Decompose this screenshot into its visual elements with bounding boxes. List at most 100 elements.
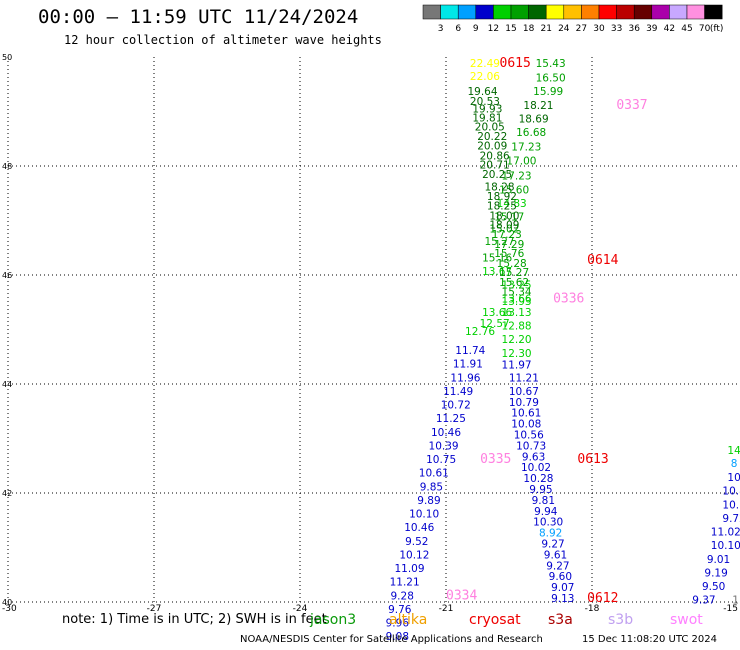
wave-height-label: 18.21	[523, 100, 553, 112]
y-tick-label: 44	[2, 380, 12, 389]
x-tick-label: -21	[439, 604, 454, 614]
wave-height-label: 17.00	[506, 155, 536, 167]
wave-height-label: 1	[732, 595, 739, 607]
grid-lines	[7, 57, 738, 603]
wave-height-label: 13.66	[482, 307, 512, 319]
wave-height-label: 12.76	[465, 326, 495, 338]
wave-height-label: 15.02	[489, 223, 519, 235]
wave-height-label: 9.60	[549, 571, 572, 583]
pass-time-label: 0334	[446, 588, 477, 603]
wave-height-label: 9.01	[707, 554, 730, 566]
altimeter-tracks: 15.4316.5015.9918.2118.6916.6817.2317.00…	[386, 58, 740, 643]
color-scale-legend: 3 6 9 12 15 18 21 24 27 30 33 36 39 42 45 70 (ft)	[422, 4, 724, 34]
color-swatch	[475, 4, 494, 20]
satellite-legend-item: jason3	[310, 612, 357, 628]
wave-height-label: 9.81	[532, 495, 555, 507]
wave-height-label: 18.28	[485, 182, 515, 194]
credit-line: NOAA/NESDIS Center for Satellite Applica…	[240, 634, 543, 645]
wave-height-label: 20.25	[482, 169, 512, 181]
wave-height-label: 12.20	[502, 334, 532, 346]
unit-label: (ft)	[710, 24, 724, 34]
y-tick-label: 50	[2, 53, 12, 62]
color-scale-label: 39	[646, 24, 658, 34]
wave-height-label: 18.92	[487, 191, 517, 203]
color-scale-label: 27	[576, 24, 587, 34]
axis-ticks: -30 -27 -24 -21 -18 -15 40 42 44 46 48 50	[2, 53, 738, 614]
wave-height-label: 14.83	[497, 198, 527, 210]
wave-height-label: 15.99	[533, 86, 563, 98]
color-swatch	[616, 4, 635, 20]
color-scale-label: 12	[488, 24, 499, 34]
x-tick-label: -27	[147, 604, 162, 614]
y-tick-label: 40	[2, 598, 12, 607]
wave-height-label: 8	[731, 458, 738, 470]
wave-height-label: 10.75	[426, 454, 456, 466]
wave-height-label: 9.61	[544, 549, 567, 561]
wave-height-label: 11.91	[453, 359, 483, 371]
x-tick-label: -24	[293, 604, 308, 614]
wave-height-label: 20.86	[480, 150, 510, 162]
color-swatch	[581, 4, 600, 20]
y-tick-label: 48	[2, 162, 12, 171]
wave-height-label: 22.49	[470, 58, 500, 70]
wave-height-label: 15.43	[536, 58, 566, 70]
wave-height-label: 13.67	[482, 266, 512, 278]
pass-time-label: 0615	[500, 56, 531, 71]
wave-height-label: 15.17	[494, 212, 524, 224]
wave-height-label: 12.30	[502, 348, 532, 360]
wave-height-label: 9.94	[534, 506, 558, 518]
wave-height-label: 15.34	[502, 287, 532, 299]
pass-time-label: 0614	[587, 253, 618, 268]
wave-height-label: 17.23	[511, 142, 541, 154]
wave-height-label: 17.29	[494, 239, 524, 251]
color-scale-label: 30	[593, 24, 605, 34]
wave-height-label: 17.23	[502, 171, 532, 183]
wave-height-label: 9.52	[405, 536, 428, 548]
wave-height-label: 10.08	[511, 419, 541, 431]
x-tick-label: -18	[585, 604, 600, 614]
color-scale-label: 70	[699, 24, 711, 34]
wave-height-label: 18.69	[519, 113, 549, 125]
color-scale-label: 33	[611, 24, 622, 34]
wave-height-label: 20.05	[475, 122, 505, 134]
wave-height-label: 10	[727, 472, 740, 484]
wave-height-label: 16.68	[516, 127, 546, 139]
x-tick-label: -30	[2, 604, 17, 614]
chart-subtitle: 12 hour collection of altimeter wave hei…	[64, 33, 382, 47]
wave-height-label: 9.27	[541, 539, 564, 551]
color-swatch	[563, 4, 582, 20]
color-swatch	[493, 4, 512, 20]
wave-height-label: 20.71	[480, 160, 510, 172]
wave-height-label: 13.13	[502, 307, 532, 319]
wave-height-label: 13.66	[502, 293, 532, 305]
satellite-legend-item: swot	[670, 612, 703, 628]
color-swatch	[422, 4, 441, 20]
wave-height-label: 9.19	[704, 567, 727, 579]
color-scale-label: 18	[523, 24, 535, 34]
wave-height-label: 10.02	[521, 462, 551, 474]
wave-height-label: 11.97	[502, 360, 532, 372]
color-swatch	[528, 4, 547, 20]
wave-height-label: 15.60	[499, 184, 529, 196]
color-scale-label: 24	[558, 24, 570, 34]
wave-height-label: 12.57	[480, 318, 510, 330]
color-swatch	[598, 4, 617, 20]
color-swatch	[510, 4, 529, 20]
wave-height-label: 9.85	[420, 481, 443, 493]
wave-height-label: 10.72	[441, 400, 471, 412]
y-tick-label: 42	[2, 489, 12, 498]
wave-height-label: 18.25	[487, 201, 517, 213]
wave-height-label: 9.76	[388, 604, 412, 616]
wave-height-label: 14	[727, 445, 740, 457]
wave-height-label: 10.61	[419, 468, 449, 480]
color-scale-label: 6	[455, 24, 461, 34]
wave-height-label: 9.37	[692, 595, 715, 607]
wave-height-label: 10.1	[722, 499, 740, 511]
wave-height-label: 11.49	[443, 386, 473, 398]
wave-height-label: 15.62	[499, 277, 529, 289]
wave-height-label: 9.13	[551, 593, 574, 605]
color-swatch	[686, 4, 705, 20]
satellite-legend-item: altika	[389, 612, 428, 628]
color-scale-label: 15	[505, 24, 516, 34]
wave-height-label: 13.93	[502, 296, 532, 308]
